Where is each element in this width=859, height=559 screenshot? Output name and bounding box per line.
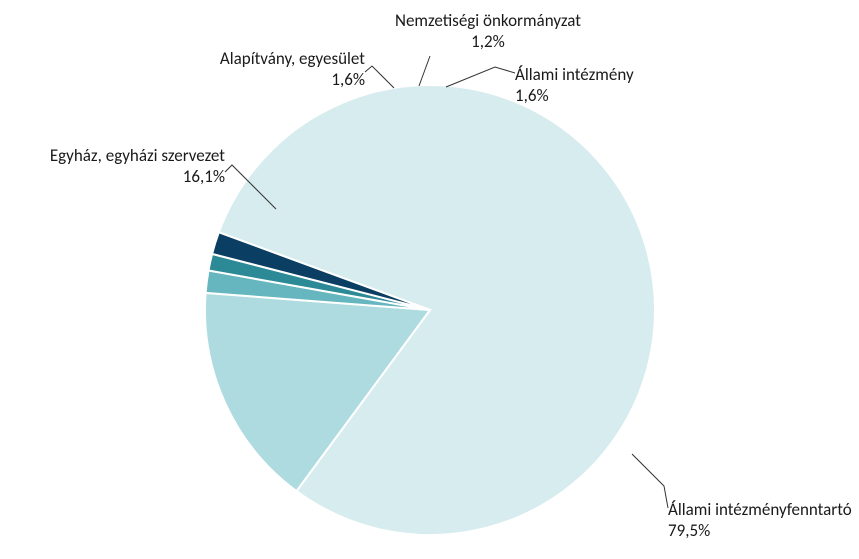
slice-percent-text: 16,1%: [50, 166, 225, 187]
slice-percent-text: 1,2%: [395, 31, 581, 52]
pie-svg: [0, 0, 859, 559]
slice-label: Állami intézményfenntartó79,5%: [668, 499, 852, 542]
leader-line: [446, 67, 515, 87]
slice-percent-text: 1,6%: [220, 69, 365, 90]
slice-percent-text: 79,5%: [668, 520, 852, 541]
slice-label-text: Állami intézményfenntartó: [668, 499, 852, 520]
slice-label-text: Alapítvány, egyesület: [220, 48, 365, 69]
slice-label-text: Egyház, egyházi szervezet: [50, 145, 225, 166]
slice-label-text: Állami intézmény: [515, 64, 634, 85]
slice-percent-text: 1,6%: [515, 85, 634, 106]
slice-label: Állami intézmény1,6%: [515, 64, 634, 107]
slice-label: Egyház, egyházi szervezet16,1%: [50, 145, 225, 188]
leader-line: [632, 454, 668, 508]
slice-label: Alapítvány, egyesület1,6%: [220, 48, 365, 91]
slice-label: Nemzetiségi önkormányzat1,2%: [395, 10, 581, 53]
pie-chart: Állami intézményfenntartó79,5% Egyház, eg…: [0, 0, 859, 559]
slice-label-text: Nemzetiségi önkormányzat: [395, 10, 581, 31]
leader-line: [365, 66, 394, 88]
leader-line: [419, 56, 430, 86]
